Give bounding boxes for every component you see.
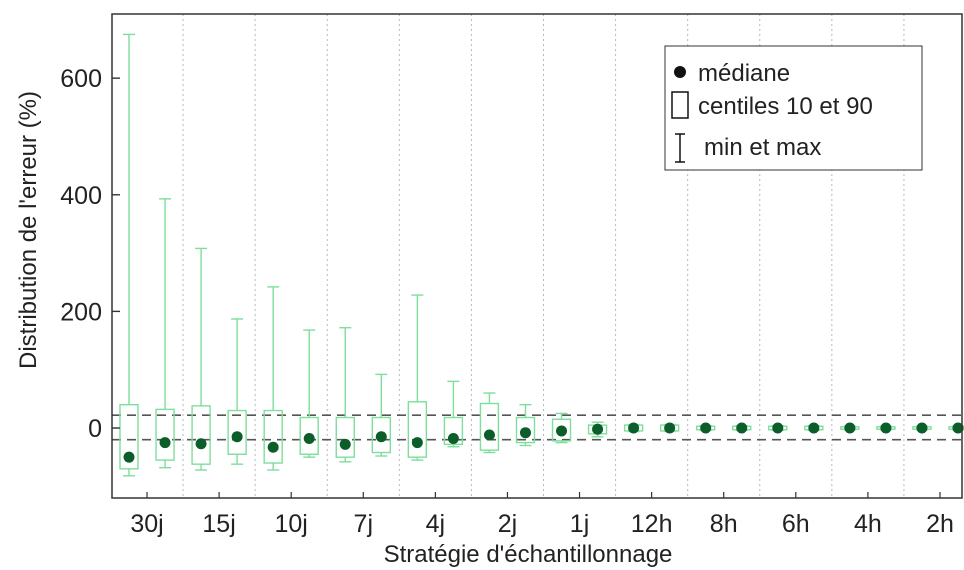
y-tick-label: 200 [60,298,102,326]
centile-box [335,416,355,458]
box-group [407,294,428,461]
box-group [119,33,139,477]
x-tick-label: 2j [498,510,517,538]
legend-centiles-marker [671,91,689,119]
legend-minmax-marker [675,133,685,163]
median-point [123,451,135,463]
legend-median-label: médiane [698,60,790,87]
box-group [227,318,247,465]
median-point [411,437,423,449]
median-point [159,437,171,449]
x-tick-label: 4j [426,510,445,538]
box-group [659,422,680,434]
box-group [587,421,608,438]
x-axis-label: Stratégie d'échantillonnage [384,541,673,568]
box-group [695,422,716,434]
x-tick-label: 6h [782,510,810,538]
median-point [556,425,568,437]
median-point [916,422,928,434]
median-point [375,431,387,443]
centile-box [227,409,247,455]
box-group [479,392,500,454]
median-point [772,422,784,434]
median-point [628,422,640,434]
median-point [952,422,964,434]
box-group [912,422,932,434]
median-point [880,422,892,434]
legend: médiane centiles 10 et 90 min et max [664,45,923,171]
median-point [592,423,604,435]
x-tick-label: 12h [631,510,673,538]
box-group [804,422,824,434]
x-tick-label: 10j [275,510,308,538]
x-axis: 30j 15j 10j 7j 4j 2j 1j 12h 8h 6h 4h 2h [130,492,954,538]
median-point [700,422,712,434]
box-group [443,380,464,448]
median-point [267,441,279,453]
median-point [195,438,207,450]
box-group [191,247,211,471]
box-group [623,422,644,434]
box-series [119,33,964,477]
plot-frame [111,13,963,499]
y-axis: 0 200 400 600 [60,65,120,443]
x-tick-label: 2h [926,510,954,538]
median-point [303,433,315,445]
y-tick-label: 400 [60,182,102,210]
median-point [736,422,748,434]
centile-box [191,405,211,465]
box-group [299,329,319,458]
centile-box [551,418,572,442]
x-tick-label: 7j [354,510,373,538]
median-point [808,422,820,434]
centile-box [443,416,464,446]
box-group [155,198,175,469]
y-tick-label: 0 [88,415,102,443]
box-group [263,286,283,471]
x-tick-label: 30j [130,510,163,538]
centile-box [407,401,428,458]
centile-box [263,409,283,464]
median-point [844,422,856,434]
x-tick-label: 8h [710,510,738,538]
legend-centiles-label: centiles 10 et 90 [698,93,873,120]
box-group [335,327,355,463]
x-tick-label: 15j [202,510,235,538]
legend-box [664,45,923,171]
legend-median-marker [674,66,686,78]
x-tick-label: 1j [570,510,589,538]
box-group [515,403,536,447]
box-group [840,422,860,434]
reference-lines [112,414,962,441]
box-group [551,412,572,444]
median-point [664,422,676,434]
box-group [371,373,392,457]
median-point [483,429,495,441]
centile-box [515,416,536,444]
box-group [768,422,788,434]
centile-box [479,402,500,451]
median-point [519,427,531,439]
median-point [231,431,243,443]
x-tick-label: 4h [854,510,882,538]
median-point [339,438,351,450]
y-tick-label: 600 [60,65,102,93]
y-axis-label: Distribution de l'erreur (%) [15,91,42,369]
box-group [732,422,752,434]
centile-box [371,416,392,454]
median-point [447,433,459,445]
centile-box [299,416,319,455]
box-group [876,422,896,434]
centile-box [119,403,139,470]
legend-minmax-label: min et max [704,134,821,161]
centile-box [155,408,175,461]
